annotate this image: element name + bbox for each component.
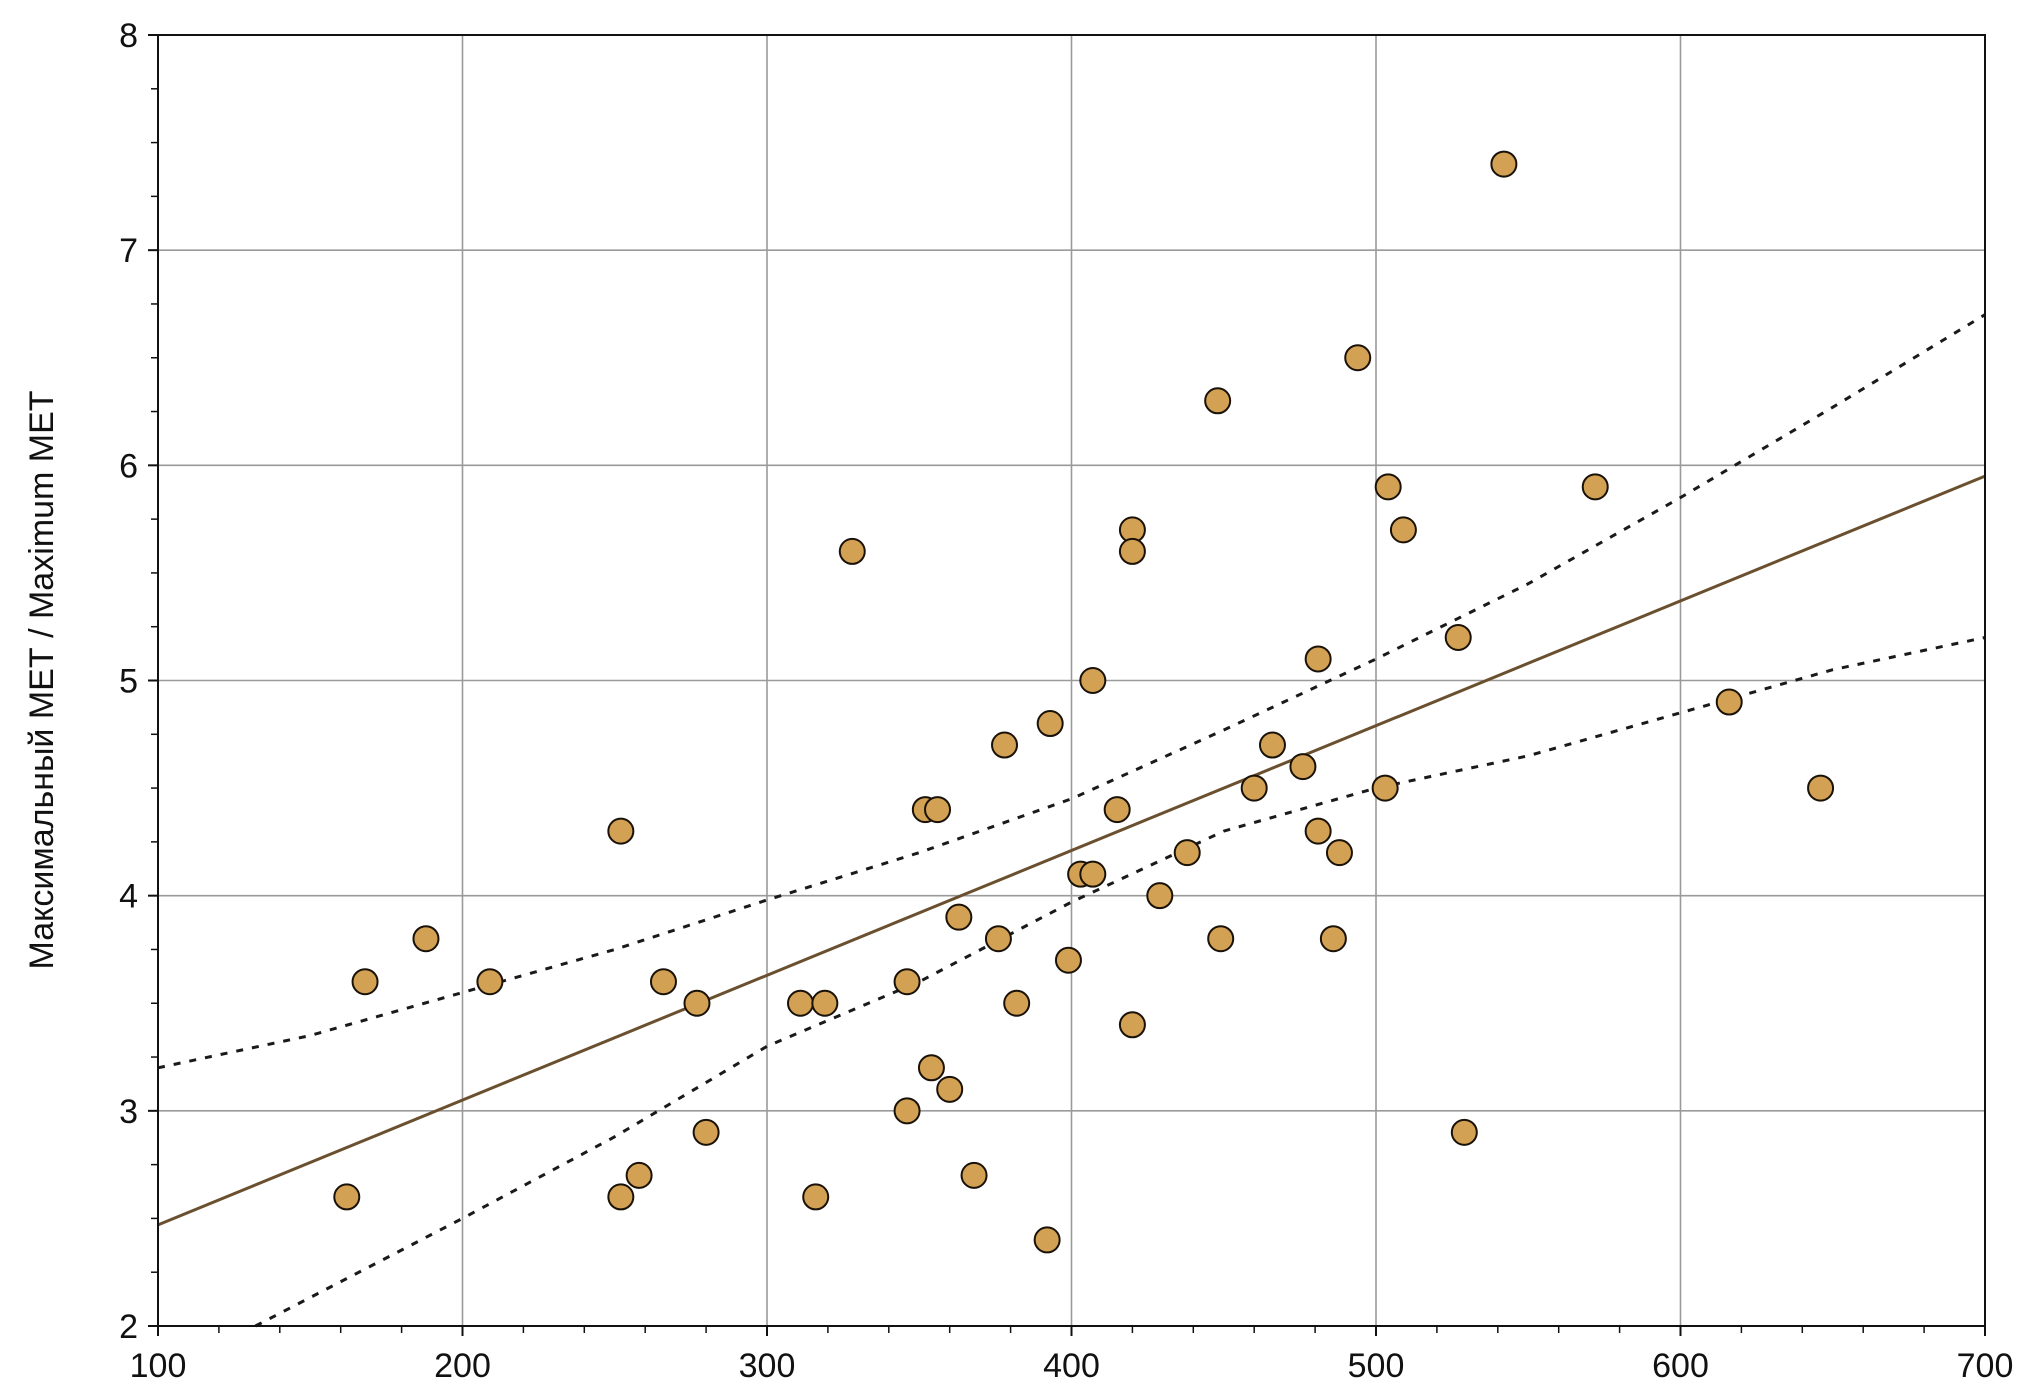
data-point — [1444, 623, 1472, 651]
x-tick-label: 700 — [1957, 1347, 2014, 1385]
data-point — [1054, 946, 1082, 974]
y-tick-label: 8 — [119, 17, 138, 55]
data-point — [1258, 731, 1286, 759]
y-tick-label: 5 — [119, 663, 138, 701]
x-tick-labels: 100 200 300 400 500 600 700 — [130, 1347, 2014, 1385]
data-point — [1003, 989, 1031, 1017]
data-point — [412, 925, 440, 953]
data-point — [1118, 1011, 1146, 1039]
data-point — [1240, 774, 1268, 802]
data-point — [1118, 537, 1146, 565]
regression-line — [157, 474, 1986, 1227]
y-tick-label: 3 — [119, 1093, 138, 1131]
data-point — [607, 817, 635, 845]
data-point — [811, 989, 839, 1017]
confidence-upper-line — [157, 313, 1986, 1070]
data-point — [838, 537, 866, 565]
data-point — [1079, 860, 1107, 888]
data-point — [1304, 817, 1332, 845]
y-tick-label: 2 — [119, 1308, 138, 1346]
data-point — [1325, 839, 1353, 867]
minor-ticks — [148, 34, 1986, 1336]
data-point — [1450, 1118, 1478, 1146]
data-point — [1033, 1226, 1061, 1254]
y-tick-labels: 2 3 4 5 6 7 8 — [119, 17, 138, 1346]
data-point — [945, 903, 973, 931]
confidence-lower-line — [254, 636, 1986, 1328]
data-point — [625, 1161, 653, 1189]
data-point — [1207, 925, 1235, 953]
data-point — [1319, 925, 1347, 953]
y-tick-label: 6 — [119, 447, 138, 485]
data-point — [893, 1097, 921, 1125]
data-point — [1146, 882, 1174, 910]
x-tick-label: 600 — [1652, 1347, 1709, 1385]
data-point — [1581, 473, 1609, 501]
data-point — [683, 989, 711, 1017]
data-point — [1807, 774, 1835, 802]
data-point — [960, 1161, 988, 1189]
data-point — [1304, 645, 1332, 673]
data-point — [786, 989, 814, 1017]
data-points — [333, 150, 1835, 1254]
data-point — [1204, 387, 1232, 415]
fit-lines — [157, 313, 1986, 1328]
data-point — [991, 731, 1019, 759]
data-point — [936, 1075, 964, 1103]
data-point — [984, 925, 1012, 953]
data-point — [1036, 710, 1064, 738]
x-tick-label: 200 — [434, 1347, 491, 1385]
data-point — [924, 796, 952, 824]
y-axis-title: Максимальный МЕТ / Maximum MET — [23, 390, 61, 969]
x-tick-label: 400 — [1043, 1347, 1100, 1385]
data-point — [476, 968, 504, 996]
data-point — [649, 968, 677, 996]
data-point — [802, 1183, 830, 1211]
data-point — [917, 1054, 945, 1082]
data-point — [893, 968, 921, 996]
x-tick-label: 500 — [1348, 1347, 1405, 1385]
data-point — [1490, 150, 1518, 178]
data-point — [1389, 516, 1417, 544]
data-point — [1289, 753, 1317, 781]
data-point — [607, 1183, 635, 1211]
plot-frame — [157, 34, 1986, 1327]
data-point — [1374, 473, 1402, 501]
data-point — [1103, 796, 1131, 824]
x-tick-label: 100 — [130, 1347, 187, 1385]
y-tick-label: 7 — [119, 232, 138, 270]
data-point — [1371, 774, 1399, 802]
data-point — [351, 968, 379, 996]
data-point — [692, 1118, 720, 1146]
data-point — [333, 1183, 361, 1211]
data-point — [1079, 667, 1107, 694]
data-point — [1344, 344, 1372, 372]
data-point — [1715, 688, 1743, 716]
y-tick-label: 4 — [119, 878, 138, 916]
x-tick-label: 300 — [739, 1347, 796, 1385]
data-point — [1173, 839, 1201, 867]
